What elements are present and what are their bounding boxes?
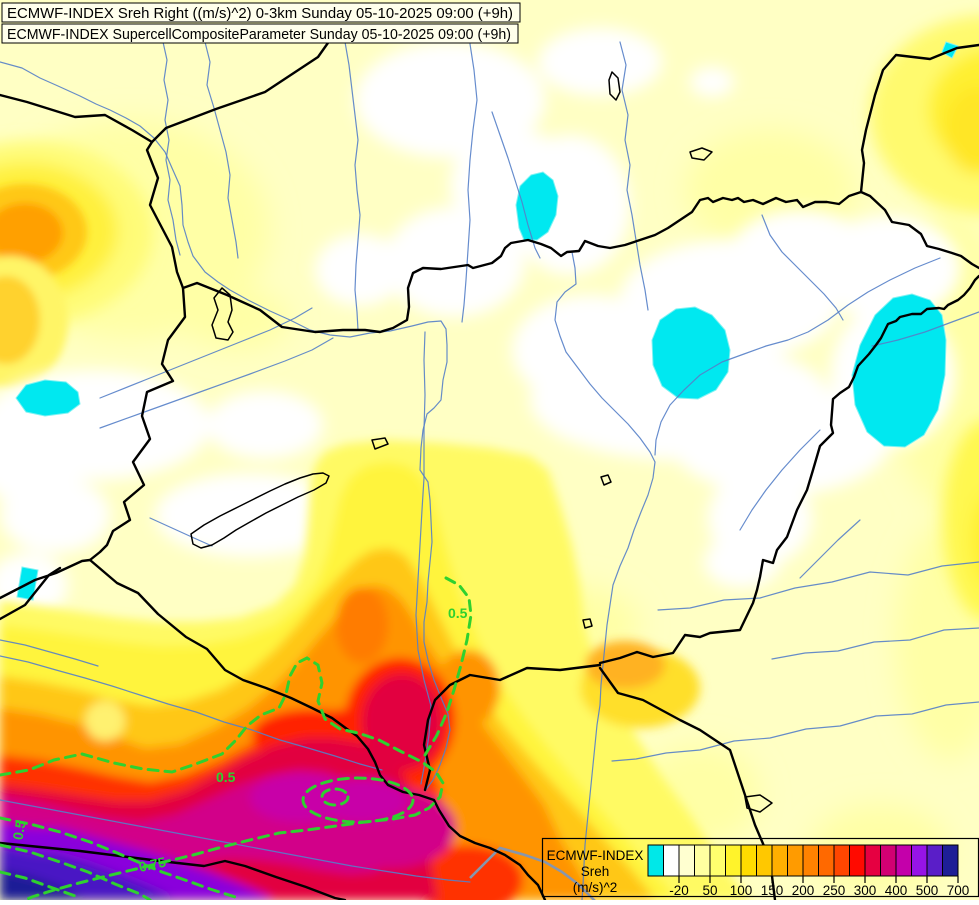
svg-text:50: 50 (702, 883, 717, 898)
svg-text:300: 300 (854, 883, 877, 898)
svg-text:0.5: 0.5 (9, 819, 28, 841)
svg-text:0.5: 0.5 (216, 769, 236, 785)
svg-text:0.5: 0.5 (448, 605, 468, 621)
svg-text:ECMWF-INDEX: ECMWF-INDEX (547, 848, 644, 863)
svg-text:(m/s)^2: (m/s)^2 (573, 880, 618, 895)
svg-text:-20: -20 (669, 883, 689, 898)
svg-text:0.75: 0.75 (137, 854, 167, 875)
svg-text:150: 150 (761, 883, 784, 898)
svg-text:400: 400 (885, 883, 908, 898)
svg-text:250: 250 (823, 883, 846, 898)
svg-text:100: 100 (730, 883, 753, 898)
svg-text:700: 700 (947, 883, 970, 898)
svg-text:500: 500 (916, 883, 939, 898)
svg-text:ECMWF-INDEX SupercellComposite: ECMWF-INDEX SupercellCompositeParameter … (7, 27, 511, 43)
svg-text:ECMWF-INDEX Sreh Right ((m/s)^: ECMWF-INDEX Sreh Right ((m/s)^2) 0-3km S… (7, 6, 513, 22)
svg-text:200: 200 (792, 883, 815, 898)
svg-text:Sreh: Sreh (581, 864, 610, 879)
